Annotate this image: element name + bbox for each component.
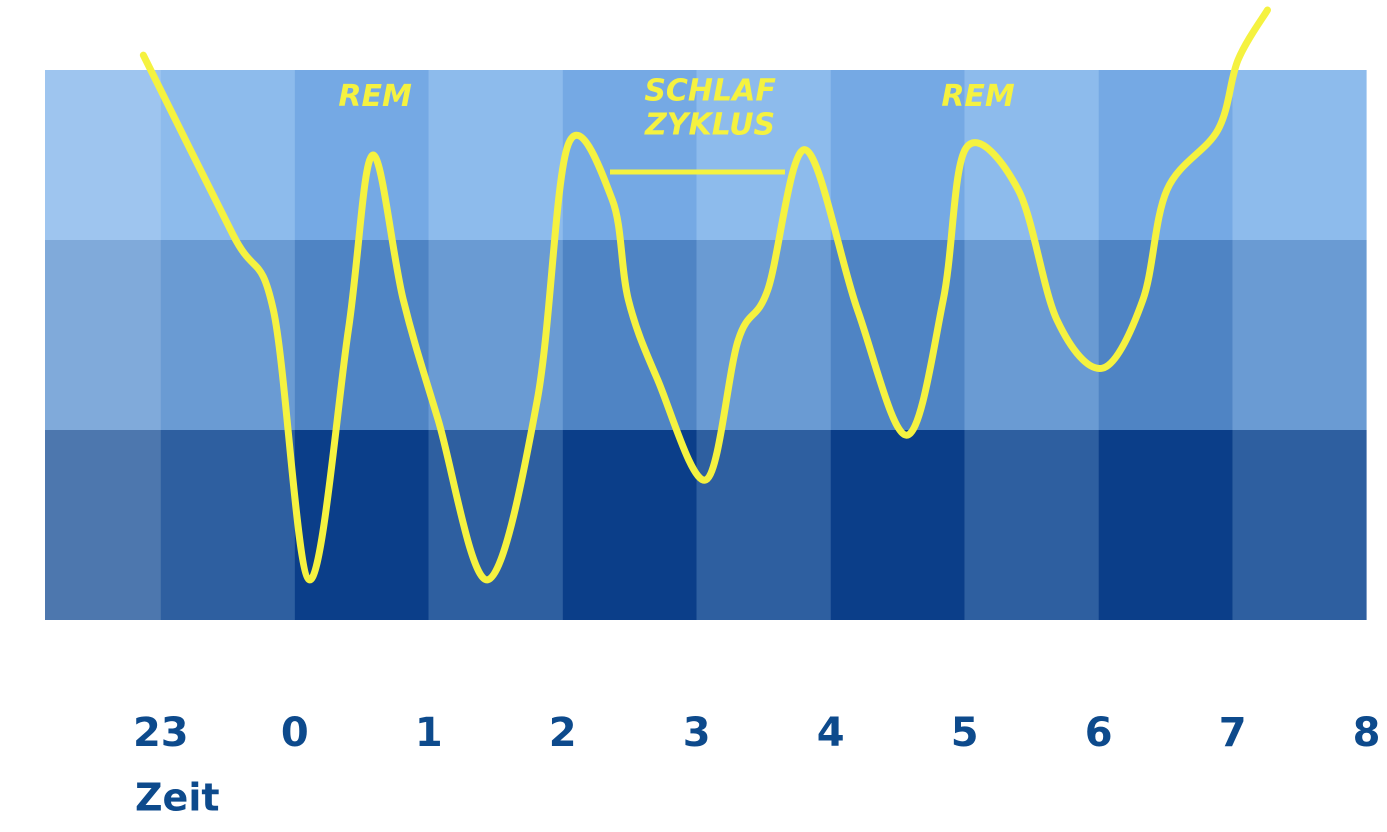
band-column (1233, 70, 1367, 240)
band-column (697, 240, 831, 430)
annotation: REM (941, 79, 1015, 114)
band-column (295, 430, 429, 620)
x-tick-label: 23 (133, 710, 189, 756)
band-column (965, 240, 1099, 430)
page: 23012345678ZeitREMSCHLAFZYKLUSREM (() =>… (0, 0, 1387, 832)
band-column (429, 70, 563, 240)
x-tick-label: 4 (817, 710, 845, 756)
background (45, 70, 1367, 620)
band-column (295, 240, 429, 430)
x-tick-label: 3 (683, 710, 711, 756)
band-column (1099, 430, 1233, 620)
band-column (161, 70, 295, 240)
band-column (1099, 70, 1233, 240)
x-tick-label: 8 (1353, 710, 1381, 756)
band-column (831, 430, 965, 620)
chart: 23012345678ZeitREMSCHLAFZYKLUSREM (0, 0, 1387, 832)
band-column (161, 430, 295, 620)
x-tick-label: 6 (1085, 710, 1113, 756)
band-column (1233, 240, 1367, 430)
band-column (563, 430, 697, 620)
band-column (1099, 240, 1233, 430)
annotation: SCHLAF (644, 74, 776, 109)
annotation: REM (338, 79, 412, 114)
band-column (1233, 430, 1367, 620)
x-axis-label: Zeit (135, 776, 220, 820)
annotation: ZYKLUS (644, 108, 775, 143)
x-tick-label: 7 (1219, 710, 1247, 756)
band-column (563, 240, 697, 430)
x-tick-label: 2 (549, 710, 577, 756)
x-tick-label: 0 (281, 710, 309, 756)
x-tick-label: 1 (415, 710, 443, 756)
x-tick-label: 5 (951, 710, 979, 756)
band-column (965, 430, 1099, 620)
